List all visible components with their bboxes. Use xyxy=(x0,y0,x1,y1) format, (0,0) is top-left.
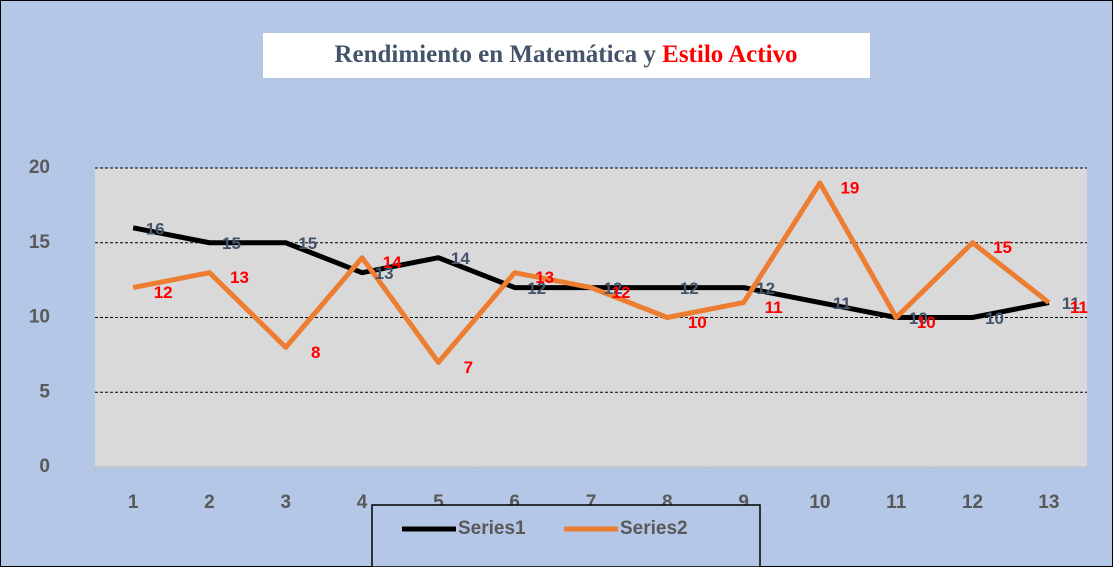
data-label: 12 xyxy=(154,283,173,302)
data-label: 11 xyxy=(833,294,851,313)
data-label: 7 xyxy=(464,358,473,377)
data-label: 11 xyxy=(1070,298,1088,317)
legend-box xyxy=(371,504,761,568)
x-tick-label: 8 xyxy=(662,492,673,513)
line xyxy=(132,180,1051,365)
data-label: 15 xyxy=(993,238,1012,257)
title-box xyxy=(263,33,870,78)
y-tick-label: 5 xyxy=(39,381,50,402)
data-label: 10 xyxy=(985,309,1004,328)
data-label: 13 xyxy=(535,268,554,287)
data-label: 14 xyxy=(383,253,402,272)
x-tick-label: 13 xyxy=(1038,492,1059,513)
y-tick-label: 15 xyxy=(29,232,51,253)
x-tick-label: 5 xyxy=(433,492,444,513)
legend-label: Series2 xyxy=(620,518,688,539)
x-tick-label: 6 xyxy=(509,492,520,513)
data-label: 12 xyxy=(680,279,699,298)
data-label: 12 xyxy=(612,283,631,302)
chart-title: Rendimiento en Matemática y Estilo Activ… xyxy=(334,41,797,68)
data-label: 13 xyxy=(375,264,394,283)
data-label: 16 xyxy=(146,219,165,238)
data-label: 11 xyxy=(1062,294,1080,313)
x-tick-label: 3 xyxy=(280,492,291,513)
data-label: 15 xyxy=(222,234,241,253)
data-label: 14 xyxy=(451,249,470,268)
x-tick-label: 12 xyxy=(962,492,983,513)
data-label: 12 xyxy=(756,279,775,298)
y-tick-label: 10 xyxy=(29,307,50,328)
y-tick-label: 20 xyxy=(29,157,50,178)
data-label: 19 xyxy=(840,178,859,197)
x-tick-label: 2 xyxy=(204,492,215,513)
data-label: 8 xyxy=(311,343,320,362)
x-tick-label: 10 xyxy=(809,492,830,513)
data-label: 15 xyxy=(298,234,317,253)
data-label: 12 xyxy=(527,279,546,298)
x-tick-label: 11 xyxy=(886,492,907,513)
data-label: 12 xyxy=(604,279,623,298)
data-label: 11 xyxy=(765,298,783,317)
data-label: 10 xyxy=(909,309,928,328)
data-label: 13 xyxy=(230,268,249,287)
title-part: Estilo Activo xyxy=(662,41,797,68)
data-label: 10 xyxy=(917,313,936,332)
x-tick-label: 9 xyxy=(738,492,749,513)
y-tick-label: 0 xyxy=(39,456,50,477)
legend-label: Series1 xyxy=(458,518,526,539)
x-tick-label: 7 xyxy=(586,492,597,513)
x-tick-label: 4 xyxy=(357,492,368,513)
x-tick-label: 1 xyxy=(128,492,139,513)
title-part: Rendimiento en Matemática y xyxy=(334,41,656,68)
data-label: 10 xyxy=(688,313,707,332)
